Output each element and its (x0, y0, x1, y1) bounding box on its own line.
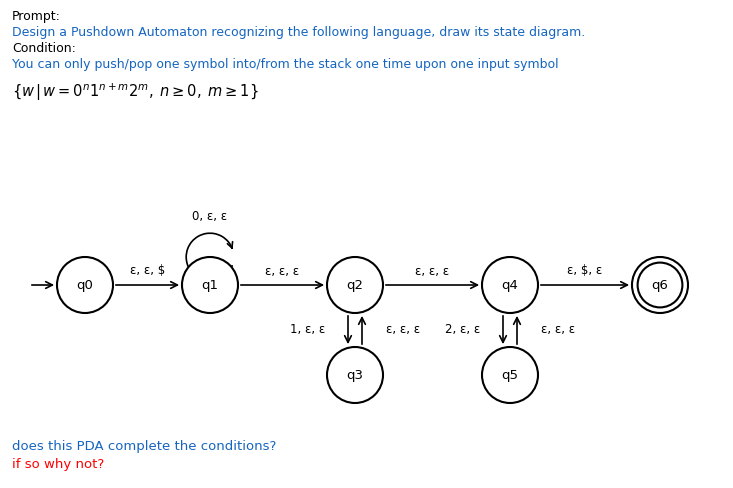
Text: ε, ε, ε: ε, ε, ε (386, 324, 420, 337)
Text: ε, ε, ε: ε, ε, ε (540, 324, 575, 337)
Text: Prompt:: Prompt: (12, 10, 61, 23)
Text: if so why not?: if so why not? (12, 458, 104, 471)
Text: 2, ε, ε: 2, ε, ε (445, 324, 480, 337)
Text: q1: q1 (202, 279, 218, 291)
Text: 1, ε, ε: 1, ε, ε (290, 324, 325, 337)
Circle shape (482, 347, 538, 403)
Circle shape (482, 257, 538, 313)
Text: Condition:: Condition: (12, 42, 76, 55)
Text: q3: q3 (347, 368, 364, 382)
Circle shape (327, 347, 383, 403)
Text: ε, ε, ε: ε, ε, ε (265, 264, 300, 278)
Text: q2: q2 (347, 279, 364, 291)
Text: q4: q4 (501, 279, 518, 291)
Text: q5: q5 (501, 368, 518, 382)
Text: You can only push/pop one symbol into/from the stack one time upon one input sym: You can only push/pop one symbol into/fr… (12, 58, 559, 71)
Text: 0, ε, ε: 0, ε, ε (193, 210, 227, 223)
Circle shape (57, 257, 113, 313)
Circle shape (327, 257, 383, 313)
Circle shape (632, 257, 688, 313)
Text: Design a Pushdown Automaton recognizing the following language, draw its state d: Design a Pushdown Automaton recognizing … (12, 26, 585, 39)
Text: ε, ε, $: ε, ε, $ (130, 264, 165, 278)
Text: ε, $, ε: ε, $, ε (567, 264, 603, 278)
Circle shape (182, 257, 238, 313)
Text: does this PDA complete the conditions?: does this PDA complete the conditions? (12, 440, 276, 453)
Text: $\{w\,|\,w = 0^n1^{n+m}2^m,\;n \geq 0,\;m \geq 1\}$: $\{w\,|\,w = 0^n1^{n+m}2^m,\;n \geq 0,\;… (12, 82, 259, 103)
Text: ε, ε, ε: ε, ε, ε (416, 264, 449, 278)
Text: q6: q6 (652, 279, 668, 291)
Text: q0: q0 (76, 279, 93, 291)
